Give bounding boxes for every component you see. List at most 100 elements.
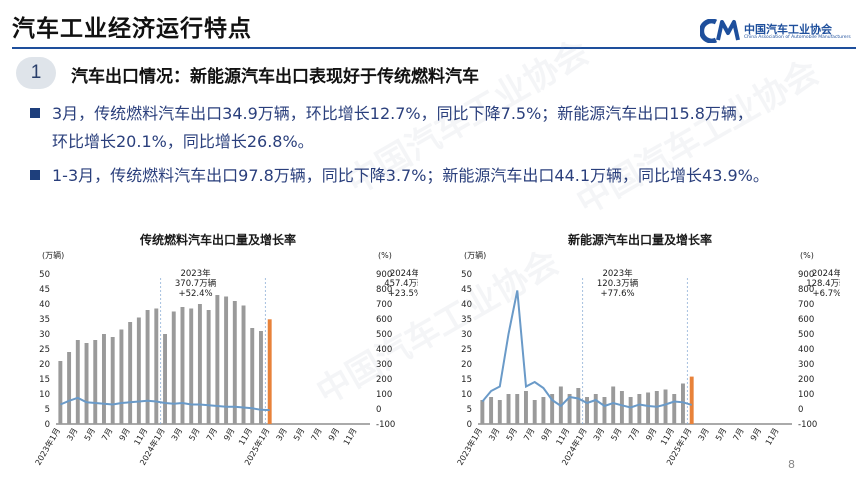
y-right-tick: -100 — [798, 420, 817, 430]
y-right-unit: (%) — [378, 251, 392, 260]
bar — [232, 301, 237, 424]
bullet-text: 环比增长20.1%，同比增长26.8%。 — [52, 132, 314, 151]
page-number: 8 — [788, 458, 795, 471]
bar — [267, 319, 272, 424]
bar — [128, 322, 133, 424]
header: 汽车工业经济运行特点 中国汽车工业协会 China Association of… — [0, 0, 866, 50]
bar — [180, 307, 185, 424]
x-tick: 3月 — [170, 427, 184, 443]
x-tick: 11月 — [764, 427, 781, 447]
x-tick: 11月 — [132, 427, 149, 447]
x-tick: 7月 — [522, 427, 536, 443]
x-tick: 11月 — [554, 427, 571, 447]
bar — [189, 308, 194, 424]
annotation: 457.4万辆 — [384, 278, 418, 289]
y-left-tick: 20 — [39, 360, 50, 370]
bar — [541, 397, 546, 424]
annotation: 2023年 — [602, 268, 633, 279]
y-right-tick: 600 — [376, 315, 392, 325]
y-right-tick: -100 — [376, 420, 395, 430]
bar — [241, 305, 246, 424]
x-tick: 3月 — [697, 427, 711, 443]
x-tick: 3月 — [65, 427, 79, 443]
y-right-tick: 300 — [798, 360, 814, 370]
bar — [480, 400, 485, 424]
annotation: +52.4% — [178, 289, 212, 299]
y-left-tick: 45 — [461, 285, 472, 295]
y-left-tick: 40 — [461, 300, 472, 310]
bar — [84, 343, 89, 424]
bar — [637, 394, 642, 424]
y-left-tick: 35 — [461, 315, 472, 325]
bar — [102, 334, 106, 424]
y-left-tick: 5 — [467, 405, 472, 415]
y-left-tick: 50 — [461, 270, 472, 280]
x-tick: 9月 — [327, 427, 341, 443]
bar — [506, 394, 511, 424]
annotation: 120.3万辆 — [597, 278, 639, 289]
bullet-text: 3月，传统燃料汽车出口34.9万辆，环比增长12.7%，同比下降7.5%；新能源… — [52, 104, 753, 123]
x-tick: 9月 — [118, 427, 132, 443]
bullet-text: 1-3月，传统燃料汽车出口97.8万辆，同比下降3.7%；新能源汽车出口44.1… — [52, 166, 769, 185]
chart-nev-export: 新能源汽车出口量及增长率 (万辆) (%) 0 5 10 15 20 25 30 35 40 45 50 -… — [440, 228, 848, 472]
y-left-tick: 10 — [39, 390, 50, 400]
bar — [119, 329, 124, 424]
bar — [197, 304, 202, 424]
page-title: 汽车工业经济运行特点 — [12, 16, 252, 42]
y-right-tick: 200 — [798, 375, 814, 385]
y-left-tick: 20 — [461, 360, 472, 370]
x-tick: 2023年1月 — [455, 426, 484, 467]
logo-text-en: China Association of Automobile Manufact… — [744, 35, 851, 40]
bar — [524, 391, 528, 424]
x-tick: 3月 — [487, 427, 501, 443]
annotation: 2024年 — [812, 268, 840, 279]
bar — [145, 310, 150, 424]
y-left-tick: 30 — [461, 330, 472, 340]
bar — [224, 296, 229, 424]
bar — [550, 394, 555, 424]
y-left-tick: 15 — [461, 375, 472, 385]
y-left-tick: 25 — [39, 345, 50, 355]
bar — [75, 340, 80, 424]
bar — [110, 337, 115, 424]
x-tick: 5月 — [187, 427, 201, 443]
chart-title: 传统燃料汽车出口量及增长率 — [139, 232, 296, 247]
growth-line — [60, 396, 270, 412]
x-tick: 5月 — [714, 427, 728, 443]
bar — [619, 391, 624, 424]
bar — [663, 389, 668, 424]
x-tick: 9月 — [540, 427, 554, 443]
y-left-unit: (万辆) — [464, 250, 486, 260]
y-left-tick: 25 — [461, 345, 472, 355]
chart-title: 新能源汽车出口量及增长率 — [568, 232, 712, 247]
section-title: 汽车出口情况：新能源汽车出口表现好于传统燃料汽车 — [71, 67, 479, 87]
x-tick: 11月 — [659, 427, 676, 447]
y-right-tick: 500 — [376, 330, 392, 340]
y-right-tick: 0 — [376, 405, 381, 415]
section-number: 1 — [16, 57, 56, 89]
y-left-tick: 15 — [39, 375, 50, 385]
x-tick: 2023年1月 — [33, 426, 62, 467]
annotation: 370.7万辆 — [175, 278, 217, 289]
y-left-tick: 10 — [461, 390, 472, 400]
chart-nev-svg: 新能源汽车出口量及增长率 (万辆) (%) 0 5 10 15 20 25 30 35 40 45 50 -… — [455, 232, 848, 467]
y-left-tick: 50 — [39, 270, 50, 280]
x-tick: 3月 — [275, 427, 289, 443]
logo-text-cn: 中国汽车工业协会 — [744, 23, 832, 36]
x-tick: 5月 — [292, 427, 306, 443]
bar — [136, 317, 141, 424]
title-divider — [12, 47, 856, 49]
y-right-tick: 900 — [798, 270, 814, 280]
bar — [681, 383, 685, 424]
bar — [67, 352, 72, 424]
y-right-unit: (%) — [800, 251, 814, 260]
bar — [628, 397, 633, 424]
y-right-tick: 300 — [376, 360, 392, 370]
growth-line — [481, 290, 692, 409]
x-tick: 7月 — [731, 427, 745, 443]
x-tick: 5月 — [505, 427, 519, 443]
y-right-tick: 200 — [376, 375, 392, 385]
annotation: +77.6% — [600, 289, 634, 299]
watermark: 中国汽车工业协会 — [569, 52, 826, 223]
bar — [215, 295, 220, 424]
